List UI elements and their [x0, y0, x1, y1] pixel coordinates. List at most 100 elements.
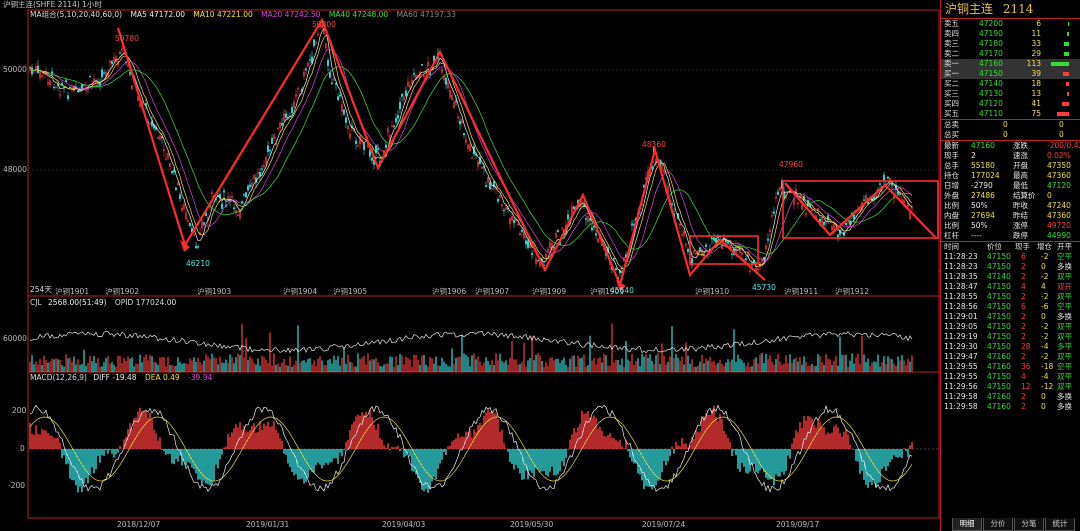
candle-body — [241, 201, 243, 204]
candle-body — [661, 165, 663, 171]
candle-body — [343, 109, 345, 115]
candle-body — [393, 125, 395, 128]
candle-body — [797, 202, 799, 204]
candle-body — [453, 102, 455, 109]
macd-diff-value: DIFF -19.48 — [93, 373, 137, 382]
candle-body — [359, 136, 361, 145]
candle-body — [499, 195, 501, 198]
trade-row[interactable]: 11:29:58 47160 2 0 多换 — [941, 392, 1080, 402]
candle-body — [463, 133, 465, 136]
candle-body — [377, 148, 379, 151]
trade-cell: 47150 — [987, 252, 1011, 261]
candle-body — [249, 184, 251, 188]
order-book-row[interactable]: 卖三 47180 33 — [941, 39, 1080, 49]
candle-body — [681, 234, 683, 236]
trade-row[interactable]: 11:29:47 47160 2 -2 双平 — [941, 352, 1080, 362]
candle-body — [757, 268, 759, 271]
candle-body — [493, 181, 495, 187]
stat-row: 日增 -2790 最低 47120 — [941, 181, 1080, 191]
trade-row[interactable]: 11:28:47 47150 4 4 双开 — [941, 282, 1080, 292]
candle-body — [513, 219, 515, 224]
order-level-label: 买四 — [944, 99, 959, 108]
trade-row[interactable]: 11:29:58 47160 2 0 多换 — [941, 402, 1080, 412]
candle-body — [785, 194, 787, 198]
stat-label: 速涨 — [1013, 151, 1028, 160]
candle-body — [315, 41, 317, 44]
candle-body — [35, 66, 37, 71]
order-book-row[interactable]: 买一 47150 39 — [941, 69, 1080, 79]
candle-body — [395, 117, 397, 123]
trade-cell: 双平 — [1057, 332, 1072, 341]
candle-body — [449, 90, 451, 98]
order-level-label: 卖五 — [944, 19, 959, 28]
candle-body — [515, 219, 517, 221]
trade-row[interactable]: 11:28:56 47150 6 -6 空平 — [941, 302, 1080, 312]
annotation-high-4: 47960 — [779, 160, 803, 169]
order-book-row[interactable]: 买四 47120 41 — [941, 99, 1080, 109]
candle-body — [485, 185, 487, 188]
trade-row[interactable]: 11:28:23 47150 6 -2 空平 — [941, 252, 1080, 262]
candle-body — [349, 134, 351, 139]
stat-row: 现手 2 速涨 0.02% — [941, 151, 1080, 161]
trade-header-cell: 时间 — [944, 242, 959, 251]
stat-value: 0 — [1047, 191, 1052, 200]
order-volume: 33 — [1031, 39, 1041, 48]
trade-row[interactable]: 11:28:23 47150 2 0 多换 — [941, 262, 1080, 272]
candle-body — [279, 122, 281, 128]
panel-tab[interactable]: 分笔 — [1014, 518, 1044, 531]
ma40-line — [29, 66, 913, 255]
trade-cell: -6 — [1041, 302, 1049, 311]
candle-body — [679, 224, 681, 226]
trade-cell: -12 — [1041, 382, 1054, 391]
panel-tab[interactable]: 明细 — [952, 518, 982, 531]
order-book-row[interactable]: 买三 47130 13 — [941, 89, 1080, 99]
trade-row[interactable]: 11:28:55 47150 2 -2 双平 — [941, 292, 1080, 302]
kline-chart-svg[interactable] — [0, 0, 940, 531]
stat-value: 27694 — [971, 211, 995, 220]
panel-tab[interactable]: 分价 — [983, 518, 1013, 531]
trade-row[interactable]: 11:29:30 47150 28 -4 多平 — [941, 342, 1080, 352]
candle-body — [549, 241, 551, 249]
candle-body — [663, 169, 665, 173]
trade-cell: 0 — [1041, 262, 1046, 271]
order-book-row[interactable]: 卖一 47160 113 — [941, 59, 1080, 69]
trade-cell: 11:29:55 — [944, 362, 978, 371]
trade-row[interactable]: 11:29:56 47150 12 -12 双平 — [941, 382, 1080, 392]
ma5-value: MA5 47172.00 — [130, 10, 186, 19]
trade-cell: -2 — [1041, 292, 1049, 301]
order-book-row[interactable]: 卖四 47190 11 — [941, 29, 1080, 39]
order-book-row[interactable]: 买五 47110 75 — [941, 109, 1080, 119]
order-book-row[interactable]: 卖二 47170 29 — [941, 49, 1080, 59]
trade-cell: 11:28:23 — [944, 252, 978, 261]
candle-body — [537, 260, 539, 262]
stat-label: 最高 — [1013, 171, 1028, 180]
order-book-row[interactable]: 卖五 47200 6 — [941, 19, 1080, 29]
chart-area[interactable]: 沪铜主连(SHFE 2114) 1小时 MA组合(5,10,20,40,60,0… — [0, 0, 940, 531]
trade-row[interactable]: 11:29:55 47150 4 -4 双平 — [941, 372, 1080, 382]
trade-row[interactable]: 11:29:19 47150 2 -2 双平 — [941, 332, 1080, 342]
trade-row[interactable]: 11:28:35 47140 2 -2 双平 — [941, 272, 1080, 282]
trade-cell: 11:29:47 — [944, 352, 978, 361]
trade-ticks[interactable]: 时间 价位 现手 增仓 开平 11:28:23 47150 6 -2 空平 11:28:23 4715… — [941, 241, 1080, 412]
trade-cell: -2 — [1041, 322, 1049, 331]
trade-cell: 47150 — [987, 322, 1011, 331]
annotation-low-2: 45730 — [752, 283, 776, 292]
candle-body — [189, 223, 191, 226]
candle-body — [195, 245, 197, 249]
date-label-3: 2019/05/30 — [510, 520, 554, 529]
stat-value: 55180 — [971, 161, 995, 170]
volume-legend: CJL 2568.00(51:49) OPID 177024.00 — [30, 298, 176, 308]
order-book-row[interactable]: 买二 47140 18 — [941, 79, 1080, 89]
candle-body — [447, 82, 449, 88]
annotation-high-1: 50780 — [115, 34, 139, 43]
trade-row[interactable]: 11:29:05 47150 2 -2 双平 — [941, 322, 1080, 332]
order-level-label: 卖一 — [944, 59, 959, 68]
trade-row[interactable]: 11:29:55 47160 36 -18 空平 — [941, 362, 1080, 372]
annotation-low-3: 45640 — [610, 286, 634, 295]
trade-cell: 双平 — [1057, 272, 1072, 281]
contract-label: 沪铜1910 — [695, 287, 730, 296]
order-volume: 39 — [1031, 69, 1041, 78]
panel-tab[interactable]: 统计 — [1045, 518, 1075, 531]
trade-row[interactable]: 11:29:01 47150 2 0 多换 — [941, 312, 1080, 322]
candle-body — [555, 233, 557, 238]
